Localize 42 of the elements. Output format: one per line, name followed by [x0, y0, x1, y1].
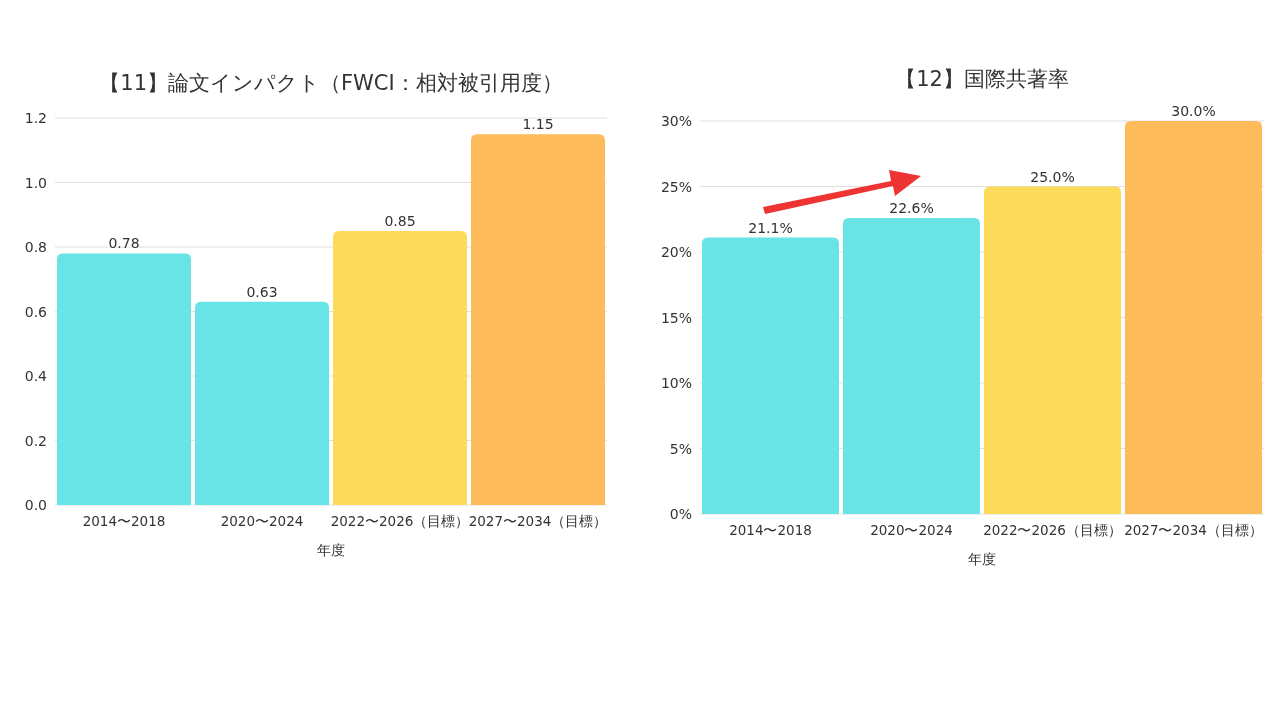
data-label: 0.63: [246, 283, 278, 300]
bar: [1125, 121, 1262, 514]
x-tick-label: 2020〜2024: [870, 522, 953, 538]
y-tick-label: 10%: [660, 375, 692, 391]
y-tick-label: 1.2: [24, 110, 47, 126]
bar: [702, 237, 839, 514]
y-tick-label: 1.0: [24, 174, 47, 191]
x-tick-label: 2014〜2018: [729, 522, 812, 538]
x-axis-title: 年度: [317, 542, 345, 558]
y-tick-label: 15%: [660, 309, 692, 326]
data-label: 30.0%: [1171, 103, 1216, 119]
x-tick-label: 2027〜2034（目標）: [468, 513, 608, 529]
chart-title: 【11】論文インパクト（FWCI：相対被引用度）: [99, 71, 563, 95]
bar: [984, 186, 1121, 514]
bar: [195, 301, 329, 505]
chart-title: 【12】国際共著率: [895, 67, 1069, 91]
bar: [333, 230, 467, 505]
y-tick-label: 0.6: [24, 303, 48, 320]
y-tick-label: 30%: [660, 113, 692, 129]
bar: [843, 217, 980, 514]
data-label: 25.0%: [1030, 168, 1075, 185]
data-label: 0.78: [108, 235, 140, 252]
y-tick-label: 25%: [660, 178, 692, 195]
x-tick-label: 2022〜2026（目標）: [983, 522, 1122, 538]
x-tick-label: 2022〜2026（目標）: [330, 513, 470, 529]
y-tick-label: 0.2: [24, 432, 47, 449]
y-tick-label: 5%: [669, 440, 692, 457]
y-tick-label: 0.4: [24, 368, 48, 384]
data-label: 1.15: [522, 116, 554, 133]
data-label: 21.1%: [748, 219, 793, 236]
x-tick-label: 2014〜2018: [82, 513, 166, 529]
y-tick-label: 20%: [660, 244, 692, 260]
data-label: 0.85: [384, 212, 416, 229]
x-tick-label: 2027〜2034（目標）: [1124, 522, 1263, 538]
y-tick-label: 0.8: [24, 239, 47, 255]
x-tick-label: 2020〜2024: [220, 513, 304, 529]
bar: [57, 253, 191, 505]
y-tick-label: 0%: [669, 506, 692, 522]
y-tick-label: 0.0: [24, 497, 47, 513]
bar: [471, 134, 605, 505]
data-label: 22.6%: [889, 199, 934, 216]
x-axis-title: 年度: [968, 551, 996, 567]
